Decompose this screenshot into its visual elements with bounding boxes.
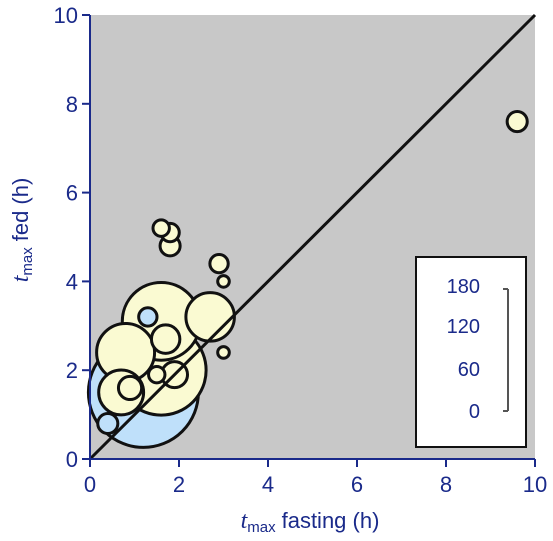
data-point bbox=[149, 323, 182, 355]
x-tick-label: 8 bbox=[440, 472, 452, 497]
data-point bbox=[137, 306, 159, 328]
data-point bbox=[116, 374, 144, 402]
points-layer bbox=[86, 110, 529, 449]
y-axis: 0 2 4 6 8 10 bbox=[54, 3, 91, 472]
data-point bbox=[216, 274, 231, 289]
data-point bbox=[96, 411, 120, 436]
x-tick-label: 6 bbox=[351, 472, 363, 497]
data-point bbox=[147, 364, 167, 385]
data-point bbox=[505, 110, 529, 134]
size-legend-label: 120 bbox=[447, 316, 480, 338]
size-legend: 180 120 60 0 bbox=[415, 256, 527, 448]
size-legend-label: 0 bbox=[469, 401, 480, 423]
y-tick-label: 8 bbox=[66, 92, 78, 117]
data-point bbox=[216, 345, 231, 360]
x-axis: 0 2 4 6 8 10 bbox=[84, 458, 547, 497]
y-tick-label: 10 bbox=[54, 3, 78, 28]
y-axis-title: tmaxfed (h) bbox=[8, 178, 36, 283]
size-legend-label: 180 bbox=[447, 276, 480, 298]
x-axis-title: tmax fasting (h) bbox=[241, 508, 380, 536]
x-tick-label: 0 bbox=[84, 472, 96, 497]
x-tick-label: 2 bbox=[173, 472, 185, 497]
x-tick-label: 10 bbox=[523, 472, 547, 497]
data-point bbox=[151, 218, 171, 238]
data-point bbox=[184, 291, 236, 343]
x-tick-label: 4 bbox=[262, 472, 274, 497]
y-tick-label: 0 bbox=[66, 447, 78, 472]
size-legend-label: 60 bbox=[458, 359, 480, 381]
y-tick-label: 2 bbox=[66, 358, 78, 383]
y-tick-label: 6 bbox=[66, 181, 78, 206]
data-point bbox=[208, 252, 230, 275]
y-tick-label: 4 bbox=[66, 269, 78, 294]
identity-line bbox=[88, 13, 537, 461]
